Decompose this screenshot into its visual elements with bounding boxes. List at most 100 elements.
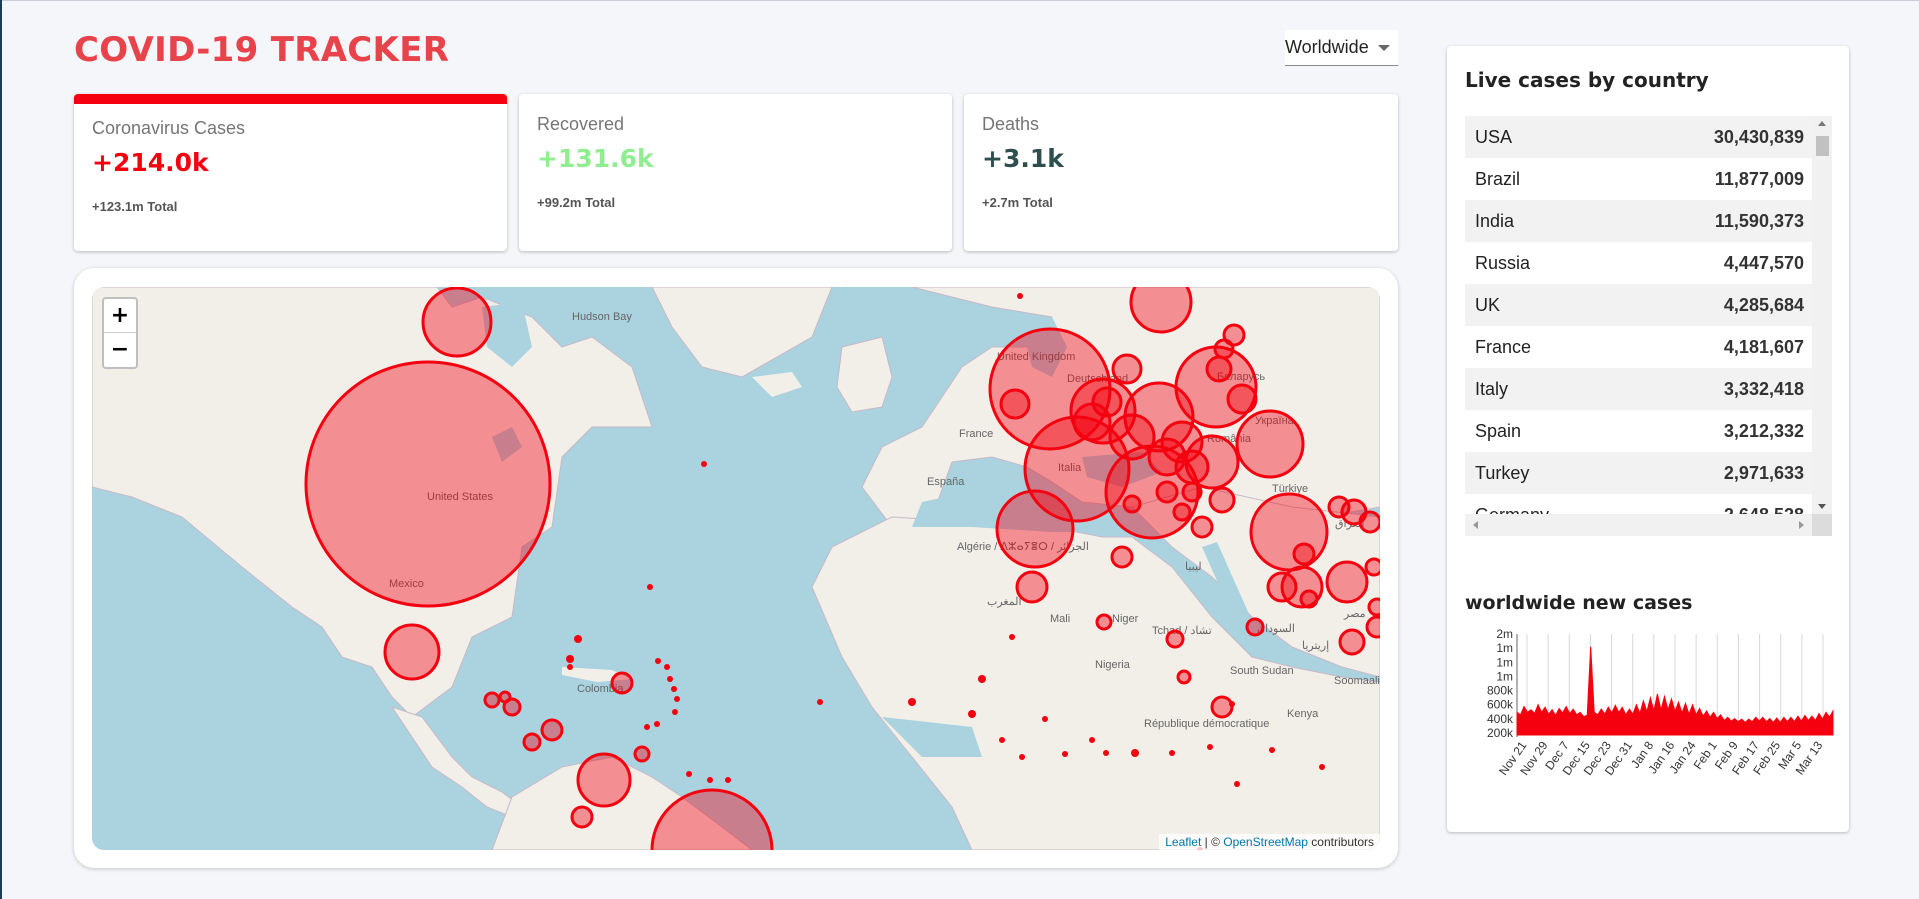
scrollbar-thumb[interactable]: [1816, 136, 1829, 156]
case-circle-costarica[interactable]: [522, 732, 542, 752]
case-circle-honduras[interactable]: [483, 691, 501, 709]
case-dot-senegal[interactable]: [978, 675, 986, 683]
case-circle-belize[interactable]: [498, 690, 512, 704]
table-row[interactable]: USA 30,430,839: [1465, 116, 1812, 158]
case-dot-trinidad[interactable]: [644, 724, 650, 730]
case-circle-brazil[interactable]: [650, 788, 774, 850]
case-circle-tunisia[interactable]: [1110, 545, 1134, 569]
table-vertical-scrollbar[interactable]: [1812, 116, 1832, 514]
case-circle-turkey[interactable]: [1249, 492, 1329, 572]
case-circle-ecuador[interactable]: [570, 805, 594, 829]
case-circle-greece[interactable]: [1190, 515, 1214, 539]
table-row[interactable]: UK 4,285,684: [1465, 284, 1812, 326]
case-dot-liberia[interactable]: [1019, 754, 1025, 760]
case-circle-spain[interactable]: [995, 489, 1075, 569]
case-dot-car[interactable]: [1169, 750, 1175, 756]
table-horizontal-scrollbar[interactable]: [1465, 514, 1812, 536]
case-circle-latvia[interactable]: [1213, 338, 1235, 360]
table-row[interactable]: Germany 2,648,528: [1465, 494, 1812, 515]
infobox-deaths[interactable]: Deaths +3.1k +2.7m Total: [964, 94, 1398, 251]
case-circle-jordan[interactable]: [1292, 542, 1316, 566]
case-dot-sierra[interactable]: [999, 737, 1005, 743]
table-row[interactable]: Italy 3,332,418: [1465, 368, 1812, 410]
world-map[interactable]: United States Mexico Colombia United Kin…: [92, 287, 1380, 850]
case-dot-atlantic[interactable]: [817, 699, 823, 705]
map-canvas[interactable]: United States Mexico Colombia United Kin…: [92, 287, 1380, 850]
case-dot-bahamas[interactable]: [647, 584, 653, 590]
country-dropdown[interactable]: Worldwide: [1285, 30, 1398, 66]
case-dot-cape-verde[interactable]: [908, 698, 916, 706]
case-dot-guadeloupe[interactable]: [671, 686, 677, 692]
infobox-recovered[interactable]: Recovered +131.6k +99.2m Total: [519, 94, 952, 251]
osm-link[interactable]: OpenStreetMap: [1223, 835, 1308, 849]
case-circle-ireland[interactable]: [999, 388, 1031, 420]
case-circle-austria[interactable]: [1147, 437, 1187, 477]
case-dot-cuba[interactable]: [567, 664, 573, 670]
case-circle-slovenia[interactable]: [1122, 494, 1142, 514]
case-dot-bermuda[interactable]: [701, 461, 707, 467]
scroll-left-icon[interactable]: [1473, 521, 1478, 529]
case-dot-uganda[interactable]: [1269, 747, 1275, 753]
scroll-down-icon[interactable]: [1818, 504, 1826, 509]
case-dot-togo[interactable]: [1089, 737, 1095, 743]
case-dot-guinea[interactable]: [968, 710, 976, 718]
case-dot-haiti[interactable]: [566, 655, 574, 663]
case-dot-benin[interactable]: [1103, 750, 1109, 756]
case-dot-gabon[interactable]: [1234, 781, 1240, 787]
case-circle-guatemala[interactable]: [502, 697, 522, 717]
case-circle-switzerland[interactable]: [1108, 413, 1156, 461]
case-circle-sudan[interactable]: [1176, 669, 1192, 685]
case-circle-colombia[interactable]: [576, 752, 632, 808]
case-circle-lithuania[interactable]: [1205, 355, 1233, 383]
case-circle-panama[interactable]: [540, 718, 564, 742]
case-circle-dominican[interactable]: [610, 671, 634, 695]
case-circle-mexico[interactable]: [383, 623, 441, 681]
case-circle-iraq[interactable]: [1325, 560, 1369, 604]
table-row[interactable]: Turkey 2,971,633: [1465, 452, 1812, 494]
case-circle-egypt[interactable]: [1245, 617, 1265, 637]
infobox-cases[interactable]: Coronavirus Cases +214.0k +123.1m Total: [74, 94, 507, 251]
table-row[interactable]: Brazil 11,877,009: [1465, 158, 1812, 200]
case-dot-western-sahara[interactable]: [1009, 634, 1015, 640]
case-circle-saudi[interactable]: [1338, 628, 1366, 656]
case-circle-mauritania[interactable]: [1095, 613, 1113, 631]
case-circle-denmark[interactable]: [1111, 353, 1143, 385]
case-circle-yemen[interactable]: [1365, 615, 1380, 639]
case-dot-cameroon[interactable]: [1131, 749, 1139, 757]
table-row[interactable]: France 4,181,607: [1465, 326, 1812, 368]
case-circle-netherlands[interactable]: [1072, 402, 1112, 442]
table-row[interactable]: India 11,590,373: [1465, 200, 1812, 242]
case-dot-antigua[interactable]: [667, 676, 673, 682]
case-circle-armenia[interactable]: [1358, 510, 1380, 534]
case-circle-albania[interactable]: [1172, 502, 1192, 522]
case-dot-puertorico[interactable]: [655, 658, 661, 664]
case-dot-french-guiana[interactable]: [725, 777, 731, 783]
case-circle-ethiopia[interactable]: [1210, 695, 1234, 719]
case-dot-aruba[interactable]: [654, 721, 660, 727]
case-circle-serbia[interactable]: [1181, 481, 1203, 503]
case-dot-ghana[interactable]: [1062, 751, 1068, 757]
case-dot-barbados[interactable]: [672, 709, 678, 715]
zoom-in-button[interactable]: +: [104, 299, 136, 333]
case-circle-qatar[interactable]: [1367, 597, 1380, 617]
case-dot-chad[interactable]: [1229, 701, 1235, 707]
table-row[interactable]: Russia 4,447,570: [1465, 242, 1812, 284]
case-circle-usa[interactable]: [304, 360, 552, 608]
case-circle-venezuela[interactable]: [633, 745, 651, 763]
table-row[interactable]: Spain 3,212,332: [1465, 410, 1812, 452]
case-dot-cotedivoire[interactable]: [1042, 716, 1048, 722]
leaflet-link[interactable]: Leaflet: [1165, 835, 1202, 849]
live-cases-table[interactable]: USA 30,430,839 Brazil 11,877,009 India 11,590…: [1465, 116, 1832, 536]
case-dot-kenya[interactable]: [1319, 764, 1325, 770]
case-circle-bulgaria[interactable]: [1208, 486, 1236, 514]
case-circle-kuwait[interactable]: [1364, 557, 1380, 577]
case-dot-guyana[interactable]: [686, 771, 692, 777]
case-dot-suriname[interactable]: [707, 777, 713, 783]
case-dot-jamaica[interactable]: [574, 635, 582, 643]
case-circle-azerbaijan[interactable]: [1327, 495, 1351, 519]
case-circle-canada[interactable]: [421, 287, 493, 358]
case-circle-sweden[interactable]: [1129, 287, 1193, 334]
case-circle-croatia[interactable]: [1155, 480, 1179, 504]
case-dot-congo[interactable]: [1207, 744, 1213, 750]
case-dot-greenland[interactable]: [1017, 293, 1023, 299]
